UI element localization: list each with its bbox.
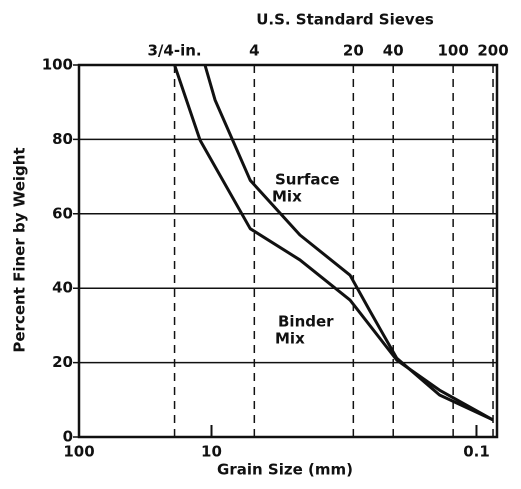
y-tick-label: 100	[42, 56, 73, 74]
x-axis-label: Grain Size (mm)	[217, 461, 353, 479]
x-tick-label: 100	[63, 443, 94, 461]
top-axis-title: U.S. Standard Sieves	[256, 11, 434, 29]
y-axis-label: Percent Finer by Weight	[11, 147, 29, 352]
y-tick-label: 60	[52, 204, 73, 222]
curve	[203, 64, 494, 422]
curve-label: Binder	[278, 313, 334, 331]
top-tick-label: 100	[437, 42, 468, 60]
top-tick-label: 3/4-in.	[148, 42, 202, 60]
x-tick-label: 10	[201, 443, 222, 461]
top-tick-label: 200	[477, 42, 508, 60]
top-tick-label: 20	[343, 42, 364, 60]
curve-label: Surface	[275, 171, 340, 189]
y-tick-label: 20	[52, 353, 73, 371]
curve-label: Mix	[272, 188, 302, 206]
curve-label: Mix	[275, 330, 305, 348]
y-tick-label: 80	[52, 130, 73, 148]
curve	[173, 64, 494, 422]
x-tick-label: 0.1	[463, 443, 490, 461]
y-tick-label: 0	[63, 428, 73, 446]
top-tick-label: 40	[383, 42, 404, 60]
y-tick-label: 40	[52, 279, 73, 297]
top-tick-label: 4	[249, 42, 259, 60]
